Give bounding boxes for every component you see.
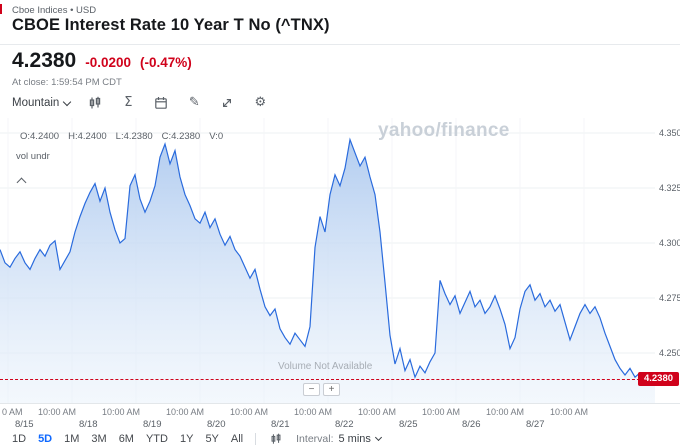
x-axis-date-label: 8/27 <box>526 419 545 430</box>
settings-gear-icon[interactable]: ⚙ <box>252 95 268 111</box>
page-title: CBOE Interest Rate 10 Year T No (^TNX) <box>12 16 330 34</box>
range-1m-button[interactable]: 1M <box>64 433 80 445</box>
x-axis-time-label: 10:00 AM <box>486 407 525 417</box>
range-all-button[interactable]: All <box>230 433 244 445</box>
x-axis-date-label: 8/19 <box>143 419 162 430</box>
breadcrumb: Cboe Indices • USD <box>12 5 97 16</box>
y-axis-label: 4.3250 <box>659 183 680 193</box>
footer-divider <box>255 433 257 445</box>
range-1d-button[interactable]: 1D <box>12 433 27 445</box>
interval-label: Interval: <box>296 433 334 445</box>
range-6m-button[interactable]: 6M <box>118 433 134 445</box>
zoom-in-button[interactable]: + <box>323 383 340 396</box>
y-axis-label: 4.3000 <box>659 238 680 248</box>
low-value: L:4.2380 <box>115 131 153 142</box>
volume-value: V:0 <box>209 131 224 142</box>
x-axis-date-label: 8/15 <box>15 419 34 430</box>
range-5d-button[interactable]: 5D <box>38 433 53 445</box>
current-price-badge: 4.2380 <box>638 372 679 386</box>
x-axis-time-label: 10:00 AM <box>230 407 269 417</box>
price-change: -0.0200 <box>85 55 132 70</box>
current-price-line <box>0 379 655 380</box>
last-price: 4.2380 <box>12 49 77 72</box>
high-value: H:4.2400 <box>68 131 107 142</box>
volume-under-label: vol undr <box>16 151 50 162</box>
price-chart[interactable]: O:4.2400 H:4.2400 L:4.2380 C:4.2380 V:0 … <box>0 118 655 403</box>
range-toolbar: 1D 5D 1M 3M 6M YTD 1Y 5Y All Interval: 5 mins <box>12 431 382 447</box>
x-axis-time-label: 10:00 AM <box>550 407 589 417</box>
x-axis-date-label: 8/25 <box>399 419 418 430</box>
x-axis-time-label: 0 AM <box>2 407 23 417</box>
chart-type-label: Mountain <box>12 97 60 109</box>
x-axis-time-label: 10:00 AM <box>422 407 461 417</box>
quote-summary: 4.2380 -0.0200 (-0.47%) <box>12 49 192 73</box>
indicators-sigma-icon[interactable]: Σ <box>120 95 136 111</box>
interval-value: 5 mins <box>338 433 371 445</box>
range-ytd-button[interactable]: YTD <box>145 433 168 445</box>
chart-canvas[interactable] <box>0 118 655 403</box>
x-axis-date-label: 8/26 <box>462 419 481 430</box>
open-value: O:4.2400 <box>20 131 60 142</box>
x-axis-time-label: 10:00 AM <box>38 407 77 417</box>
interval-dropdown[interactable]: Interval: 5 mins <box>296 433 382 445</box>
x-axis: 0 AM 10:00 AM 10:00 AM 10:00 AM 10:00 AM 10:0… <box>0 403 680 432</box>
yahoo-finance-watermark: yahoo/finance <box>378 120 510 141</box>
x-axis-time-label: 10:00 AM <box>166 407 205 417</box>
zoom-controls: − + <box>303 383 340 396</box>
x-axis-date-label: 8/22 <box>335 419 354 430</box>
x-axis-date-label: 8/20 <box>207 419 226 430</box>
candlestick-icon[interactable] <box>87 95 103 111</box>
chevron-down-icon <box>374 433 382 442</box>
left-edge-marker <box>0 4 2 14</box>
range-5y-button[interactable]: 5Y <box>205 433 219 445</box>
chart-type-dropdown[interactable]: Mountain <box>12 97 72 109</box>
footer-candlestick-icon[interactable] <box>268 431 284 447</box>
range-1y-button[interactable]: 1Y <box>179 433 194 445</box>
range-buttons: 1D 5D 1M 3M 6M YTD 1Y 5Y All <box>12 433 243 445</box>
draw-icon[interactable]: ✎ <box>186 95 202 111</box>
chart-toolbar: Mountain Σ ✎ ⚙ <box>12 92 268 114</box>
y-axis-label: 4.2750 <box>659 293 680 303</box>
price-change-percent: (-0.47%) <box>140 55 192 70</box>
volume-collapse-button[interactable] <box>16 172 27 191</box>
x-axis-date-label: 8/18 <box>79 419 98 430</box>
range-3m-button[interactable]: 3M <box>91 433 107 445</box>
chevron-up-icon <box>16 177 27 188</box>
header-divider <box>0 44 680 45</box>
zoom-out-button[interactable]: − <box>303 383 320 396</box>
calendar-icon[interactable] <box>153 95 169 111</box>
x-axis-time-label: 10:00 AM <box>294 407 333 417</box>
y-axis-label: 4.3500 <box>659 128 680 138</box>
chevron-down-icon <box>63 97 72 106</box>
market-close-note: At close: 1:59:54 PM CDT <box>12 77 122 88</box>
close-value: C:4.2380 <box>161 131 201 142</box>
fullscreen-icon[interactable] <box>219 95 235 111</box>
x-axis-time-label: 10:00 AM <box>358 407 397 417</box>
x-axis-time-label: 10:00 AM <box>102 407 141 417</box>
x-axis-date-label: 8/21 <box>271 419 290 430</box>
ohlc-readout: O:4.2400 H:4.2400 L:4.2380 C:4.2380 V:0 <box>20 131 223 142</box>
volume-not-available-note: Volume Not Available <box>278 361 373 372</box>
